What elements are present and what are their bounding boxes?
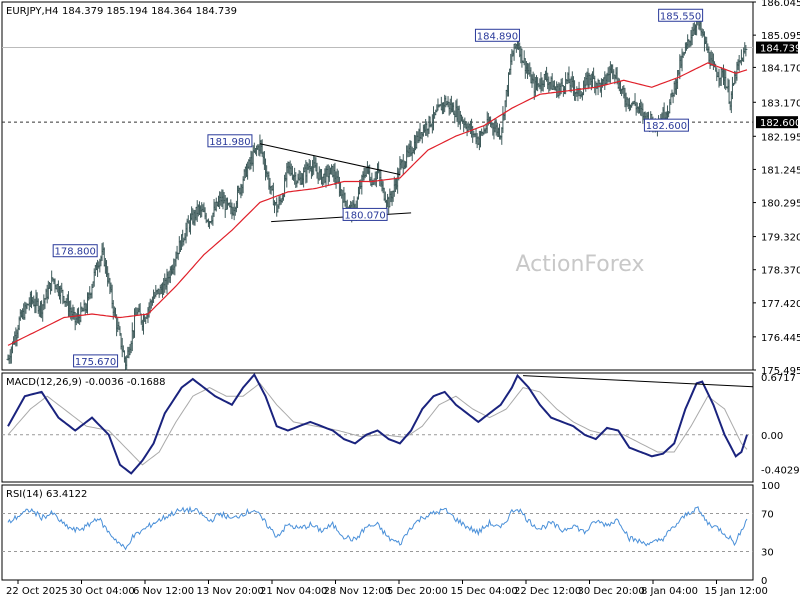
rsi-y-tick-label: 30 bbox=[761, 548, 774, 559]
y-tick-label: 177.420 bbox=[761, 299, 800, 310]
rsi-y-tick-label: 100 bbox=[761, 481, 780, 492]
y-tick-label: 178.370 bbox=[761, 266, 800, 277]
price-label-181.980: 181.980 bbox=[207, 134, 253, 148]
trendline-2 bbox=[271, 212, 412, 223]
macd-line bbox=[7, 372, 748, 475]
rsi-panel bbox=[2, 505, 753, 552]
y-tick-label: 183.170 bbox=[761, 98, 800, 109]
rsi-label: RSI(14) 63.4122 bbox=[6, 489, 87, 500]
x-tick-label: 6 Nov 12:00 bbox=[133, 586, 194, 597]
chart-symbol: EURJPY,H4 bbox=[6, 6, 59, 17]
macd-trendline bbox=[523, 375, 754, 388]
y-tick-label: 181.245 bbox=[761, 165, 800, 176]
rsi-line bbox=[7, 505, 748, 551]
price-label-182.600: 182.600 bbox=[643, 118, 689, 132]
price-box-label-current_price: 184.739 bbox=[760, 44, 800, 55]
watermark: ActionForex bbox=[516, 252, 645, 277]
x-tick-label: 21 Nov 04:00 bbox=[260, 586, 327, 597]
y-tick-label: 184.170 bbox=[761, 63, 800, 74]
svg-text:184.890: 184.890 bbox=[477, 31, 518, 42]
price-label-185.550: 185.550 bbox=[658, 8, 704, 22]
y-tick-label: 176.445 bbox=[761, 333, 800, 344]
x-tick-label: 13 Nov 20:00 bbox=[197, 586, 264, 597]
y-tick-label: 185.095 bbox=[761, 31, 800, 42]
sma-line bbox=[7, 62, 748, 346]
y-tick-label: 186.045 bbox=[761, 0, 800, 9]
y-tick-label: 180.295 bbox=[761, 199, 800, 210]
price-label-175.670: 175.670 bbox=[73, 354, 119, 368]
price-label-180.070: 180.070 bbox=[342, 207, 388, 221]
macd-y-tick-label: 0.00 bbox=[761, 431, 783, 442]
price-bars bbox=[6, 11, 748, 371]
y-tick-label: 179.320 bbox=[761, 233, 800, 244]
svg-text:178.800: 178.800 bbox=[54, 247, 95, 258]
trendline-1 bbox=[259, 143, 401, 175]
macd-label: MACD(12,26,9) -0.0036 -0.1688 bbox=[6, 377, 166, 388]
price-label-178.800: 178.800 bbox=[52, 244, 98, 258]
svg-text:182.600: 182.600 bbox=[646, 121, 687, 132]
panel-frame-rsi bbox=[1, 484, 754, 581]
x-tick-label: 30 Oct 04:00 bbox=[70, 586, 135, 597]
price-box-label-support_level: 182.600 bbox=[760, 118, 800, 129]
x-tick-label: 15 Dec 04:00 bbox=[451, 586, 518, 597]
panel-frame-macd bbox=[1, 372, 754, 483]
svg-text:175.670: 175.670 bbox=[75, 357, 116, 368]
macd-signal-line bbox=[7, 382, 748, 466]
x-tick-label: 22 Oct 2025 bbox=[6, 586, 68, 597]
x-tick-label: 30 Dec 20:00 bbox=[578, 586, 645, 597]
price-box-support_level bbox=[756, 116, 798, 129]
svg-text:181.980: 181.980 bbox=[209, 137, 250, 148]
macd-y-tick-label: 0.6717 bbox=[761, 373, 796, 384]
x-tick-label: 8 Jan 04:00 bbox=[641, 586, 698, 597]
rsi-y-tick-label: 0 bbox=[761, 576, 767, 587]
svg-text:180.070: 180.070 bbox=[344, 210, 385, 221]
rsi-y-tick-label: 70 bbox=[761, 510, 774, 521]
y-tick-label: 175.495 bbox=[761, 366, 800, 377]
x-tick-label: 22 Dec 12:00 bbox=[514, 586, 581, 597]
x-tick-label: 5 Dec 20:00 bbox=[387, 586, 448, 597]
ohlc-bar bbox=[744, 44, 748, 57]
price-panel: ActionForex 185.550 184.890 181.980 178.800 1… bbox=[2, 1, 756, 371]
svg-text:185.550: 185.550 bbox=[660, 11, 701, 22]
price-box-current_price bbox=[756, 41, 798, 54]
panel-frame-price bbox=[1, 1, 754, 371]
macd-panel bbox=[2, 372, 754, 475]
x-tick-label: 15 Jan 12:00 bbox=[705, 586, 768, 597]
ohlc-values: 184.379 185.194 184.364 184.739 bbox=[62, 6, 237, 17]
price-label-184.890: 184.890 bbox=[474, 28, 520, 42]
y-tick-label: 182.195 bbox=[761, 132, 800, 143]
x-tick-label: 28 Nov 12:00 bbox=[324, 586, 391, 597]
macd-y-tick-label: -0.4029 bbox=[761, 465, 800, 476]
